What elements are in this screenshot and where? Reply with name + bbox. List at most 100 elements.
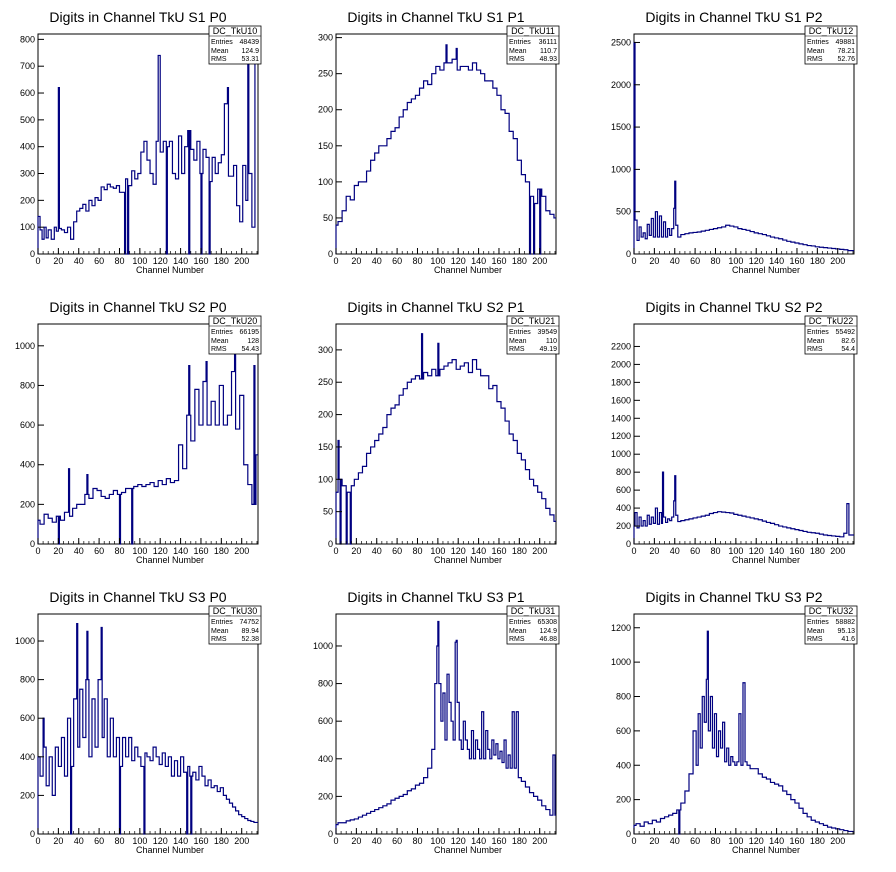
stats-label-entries: Entries: [211, 329, 233, 336]
x-tick-label: 120: [749, 256, 764, 266]
stats-name: DC_TkU22: [809, 316, 854, 326]
plot-frame: [37, 613, 259, 835]
x-tick-label: 60: [690, 256, 700, 266]
stats-name: DC_TkU20: [213, 316, 258, 326]
y-tick-label: 50: [323, 507, 333, 517]
y-tick-label: 0: [626, 249, 631, 259]
histogram-line: [633, 471, 854, 544]
stats-label-rms: RMS: [807, 636, 823, 643]
histogram-panel-s3-p0: Digits in Channel TkU S3 P0 0 20 40 60 80 100 1…: [15, 589, 262, 855]
y-tick-label: 1000: [15, 636, 35, 646]
plot-frame: [633, 33, 855, 255]
x-tick-label: 80: [114, 546, 124, 556]
stats-box: DC_TkU20 Entries 66195 Mean 128 RMS 54.43: [208, 315, 262, 355]
y-tick-label: 1200: [611, 431, 631, 441]
histogram-line: [633, 630, 854, 835]
y-tick-label: 1800: [611, 377, 631, 387]
x-tick-label: 120: [153, 546, 168, 556]
y-tick-label: 300: [318, 345, 333, 355]
y-tick-label: 0: [626, 539, 631, 549]
chart-title: Digits in Channel TkU S2 P0: [49, 299, 226, 315]
x-tick-label: 60: [392, 546, 402, 556]
x-tick-label: 0: [35, 836, 40, 846]
y-tick-label: 200: [318, 105, 333, 115]
x-tick-label: 100: [728, 546, 743, 556]
histogram-panel-s2-p2: Digits in Channel TkU S2 P2 0 20 40 60 80 100 1…: [611, 299, 858, 565]
plot-frame: [335, 613, 557, 835]
x-tick-label: 60: [94, 256, 104, 266]
x-tick-label: 0: [333, 256, 338, 266]
y-tick-label: 1500: [611, 122, 631, 132]
stats-box: DC_TkU32 Entries 58882 Mean 95.13 RMS 41.6: [804, 605, 858, 645]
stats-frame: [804, 25, 858, 65]
x-tick-label: 80: [412, 836, 422, 846]
x-tick-label: 40: [372, 256, 382, 266]
x-tick-label: 20: [351, 546, 361, 556]
y-tick-label: 1000: [313, 641, 333, 651]
y-tick-label: 1000: [611, 657, 631, 667]
x-tick-label: 140: [173, 546, 188, 556]
y-tick-label: 300: [20, 169, 35, 179]
y-tick-label: 800: [20, 380, 35, 390]
histogram-line: [633, 41, 854, 254]
stats-label-rms: RMS: [211, 636, 227, 643]
y-tick-label: 200: [20, 790, 35, 800]
stats-frame: [506, 605, 560, 645]
x-tick-label: 60: [690, 836, 700, 846]
x-tick-label: 60: [392, 836, 402, 846]
stats-value-mean: 95.13: [837, 628, 855, 635]
x-tick-label: 180: [810, 836, 825, 846]
stats-value-entries: 58882: [836, 619, 856, 626]
y-tick-label: 800: [20, 675, 35, 685]
x-tick-label: 20: [351, 256, 361, 266]
x-tick-label: 160: [491, 256, 506, 266]
y-tick-label: 800: [20, 34, 35, 44]
x-tick-label: 120: [749, 836, 764, 846]
stats-label-rms: RMS: [509, 56, 525, 63]
y-tick-label: 200: [318, 791, 333, 801]
y-tick-label: 600: [20, 420, 35, 430]
y-tick-label: 600: [318, 716, 333, 726]
x-tick-label: 100: [728, 836, 743, 846]
stats-value-rms: 48.93: [539, 56, 557, 63]
y-tick-label: 800: [616, 692, 631, 702]
stats-value-mean: 124.9: [539, 628, 557, 635]
stats-label-entries: Entries: [509, 39, 531, 46]
y-tick-label: 1000: [611, 164, 631, 174]
x-tick-label: 20: [53, 546, 63, 556]
plot-frame: [335, 33, 557, 255]
stats-name: DC_TkU30: [213, 606, 258, 616]
stats-value-entries: 65308: [538, 619, 558, 626]
y-tick-label: 400: [20, 460, 35, 470]
y-tick-label: 250: [318, 377, 333, 387]
histogram-line: [335, 44, 556, 255]
chart-title: Digits in Channel TkU S1 P0: [49, 9, 226, 25]
y-tick-label: 0: [626, 829, 631, 839]
x-tick-label: 80: [114, 836, 124, 846]
y-tick-label: 800: [616, 467, 631, 477]
x-tick-label: 160: [193, 546, 208, 556]
stats-frame: [804, 605, 858, 645]
x-tick-label: 120: [153, 836, 168, 846]
stats-value-entries: 74752: [240, 619, 260, 626]
chart-title: Digits in Channel TkU S2 P1: [347, 299, 524, 315]
stats-label-entries: Entries: [807, 619, 829, 626]
stats-label-rms: RMS: [211, 56, 227, 63]
plot-frame: [37, 33, 259, 255]
x-axis-label: Channel Number: [136, 555, 204, 565]
stats-label-mean: Mean: [807, 48, 825, 55]
x-tick-label: 120: [451, 546, 466, 556]
histogram-line: [37, 41, 258, 255]
y-tick-label: 50: [323, 213, 333, 223]
x-tick-label: 0: [35, 256, 40, 266]
y-tick-label: 2000: [611, 80, 631, 90]
histogram-line: [335, 333, 556, 545]
x-tick-label: 100: [430, 546, 445, 556]
stats-value-mean: 78.21: [837, 48, 855, 55]
x-tick-label: 120: [451, 256, 466, 266]
y-tick-label: 200: [20, 499, 35, 509]
stats-frame: [208, 605, 262, 645]
y-tick-label: 1400: [611, 413, 631, 423]
y-tick-label: 150: [318, 141, 333, 151]
